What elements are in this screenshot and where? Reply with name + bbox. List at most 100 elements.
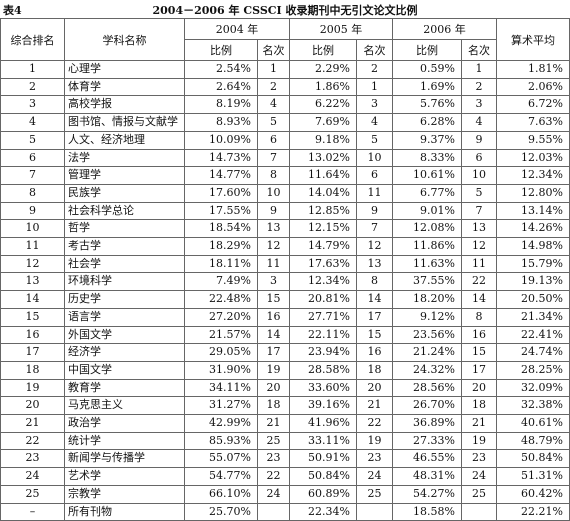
table-cell: 11	[0, 237, 65, 256]
table-cell: 11.64%	[289, 166, 357, 185]
table-cell: 17	[356, 307, 393, 327]
header-row: 综合排名 学科名称 2004 年 2005 年 2006 年算术平均	[0, 18, 570, 61]
header-cell: 2005 年	[289, 18, 393, 40]
table-cell: 22.21%	[496, 502, 570, 521]
table-row: 21 政治学 42.99% 21 41.96% 22 36.89% 21 40.61%	[0, 414, 570, 433]
table-cell: 50.84%	[289, 467, 357, 486]
table-row: 9 社会科学总论 17.55% 9 12.85% 9 9.01% 7 13.14%	[0, 201, 570, 221]
table-cell: 5	[461, 183, 497, 203]
table-cell: 18.20%	[392, 290, 462, 309]
table-row: 19 教育学 34.11% 20 33.60% 20 28.56% 20 32.09%	[0, 378, 570, 398]
table-cell: 11	[461, 254, 497, 274]
table-cell: 20.50%	[496, 290, 570, 309]
table-cell: 27.20%	[184, 307, 258, 327]
table-row: 17 经济学 29.05% 17 23.94% 16 21.24% 15 24.74%	[0, 343, 570, 362]
header-cell: 比例	[184, 39, 258, 61]
table-cell: 13	[461, 219, 497, 239]
table-cell: 17	[257, 343, 290, 362]
table-cell: 14	[461, 290, 497, 309]
table-cell: 2.29%	[289, 60, 357, 79]
table-cell: 外国文学	[64, 325, 185, 345]
table-cell: 9	[257, 201, 290, 221]
table-row: 13 环境科学 7.49% 3 12.34% 8 37.55% 22 19.13%	[0, 272, 570, 292]
table-cell: 7	[0, 166, 65, 185]
table-cell: 22.48%	[184, 290, 258, 309]
table-cell: 6.77%	[392, 183, 462, 203]
table-cell: 22.11%	[289, 325, 357, 345]
table-cell: 24	[356, 467, 393, 486]
table-cell: 15	[356, 325, 393, 345]
table-cell: 管理学	[64, 166, 185, 185]
table-cell: 7.69%	[289, 113, 357, 132]
table-cell: 15	[0, 307, 65, 327]
table-cell	[461, 502, 497, 521]
table-cell: 19	[257, 360, 290, 380]
table-cell: 14	[0, 290, 65, 309]
table-cell: 14.79%	[289, 237, 357, 256]
table-row: 1 心理学 2.54% 1 2.29% 2 0.59% 1 1.81%	[0, 60, 570, 79]
table-cell: 11.86%	[392, 237, 462, 256]
table-cell: 19.13%	[496, 272, 570, 292]
table-cell: 1	[257, 60, 290, 79]
table-cell: 8.93%	[184, 113, 258, 132]
table-cell: 42.99%	[184, 414, 258, 433]
table-cell: 10	[257, 183, 290, 203]
table-cell: 50.84%	[496, 449, 570, 469]
table-cell: 所有刊物	[64, 502, 185, 521]
table-cell: 20	[356, 378, 393, 398]
table-cell: 23	[461, 449, 497, 469]
table-cell: 22	[356, 414, 393, 433]
table-cell: 17.60%	[184, 183, 258, 203]
table-cell: 54.27%	[392, 484, 462, 504]
table-cell: 31.27%	[184, 396, 258, 416]
table-cell: 21	[257, 414, 290, 433]
table-cell: 15	[257, 290, 290, 309]
table-row: 16 外国文学 21.57% 14 22.11% 15 23.56% 16 22.41%	[0, 325, 570, 345]
table-cell: 3	[461, 95, 497, 115]
table-cell: 中国文学	[64, 360, 185, 380]
table-cell: 1	[0, 60, 65, 79]
table-cell: 14.26%	[496, 219, 570, 239]
table-cell: 25	[257, 431, 290, 451]
table-cell: 5	[0, 130, 65, 150]
table-cell: 7	[257, 148, 290, 168]
table-cell: 24	[257, 484, 290, 504]
table-cell: 15.79%	[496, 254, 570, 274]
table-cell: 9.12%	[392, 307, 462, 327]
table-cell: 37.55%	[392, 272, 462, 292]
table-cell: 25	[0, 484, 65, 504]
caption: 表4 2004－2006 年 CSSCI 收录期刊中无引文论文比例	[0, 0, 570, 18]
table-cell: 12	[461, 237, 497, 256]
table-cell: 2	[0, 77, 65, 97]
table-cell: 41.96%	[289, 414, 357, 433]
table-cell: 法学	[64, 148, 185, 168]
table-cell: 19	[0, 378, 65, 398]
header-row: 比例 名次 比例 名次 比例 名次	[1, 39, 570, 61]
table-cell: 6.72%	[496, 95, 570, 115]
table-cell: 2.54%	[184, 60, 258, 79]
table-cell: 12	[257, 237, 290, 256]
table-cell: 历史学	[64, 290, 185, 309]
table-cell: 11	[257, 254, 290, 274]
table-cell: 14.77%	[184, 166, 258, 185]
table-row: 15 语言学 27.20% 16 27.71% 17 9.12% 8 21.34%	[0, 307, 570, 327]
table-cell: 22.41%	[496, 325, 570, 345]
table-cell: 艺术学	[64, 467, 185, 486]
table-cell: 1	[461, 60, 497, 79]
table-cell	[257, 502, 290, 521]
table-cell: 46.55%	[392, 449, 462, 469]
table-cell: 17	[461, 360, 497, 380]
table-row: – 所有刊物 25.70% 22.34% 18.58% 22.21%	[0, 502, 570, 521]
table-cell: 6	[0, 148, 65, 168]
table-cell: 27.71%	[289, 307, 357, 327]
table-cell: 8.33%	[392, 148, 462, 168]
table-row: 18 中国文学 31.90% 19 28.58% 18 24.32% 17 28.25%	[0, 360, 570, 380]
table-cell: 25	[356, 484, 393, 504]
table-cell: 48.79%	[496, 431, 570, 451]
table-cell: 3	[257, 272, 290, 292]
table-cell: 8	[257, 166, 290, 185]
table-cell: 8.19%	[184, 95, 258, 115]
header-cell: 2006 年	[392, 18, 497, 40]
table-row: 24 艺术学 54.77% 22 50.84% 24 48.31% 24 51.31%	[0, 467, 570, 486]
header-cell: 综合排名	[0, 18, 65, 61]
